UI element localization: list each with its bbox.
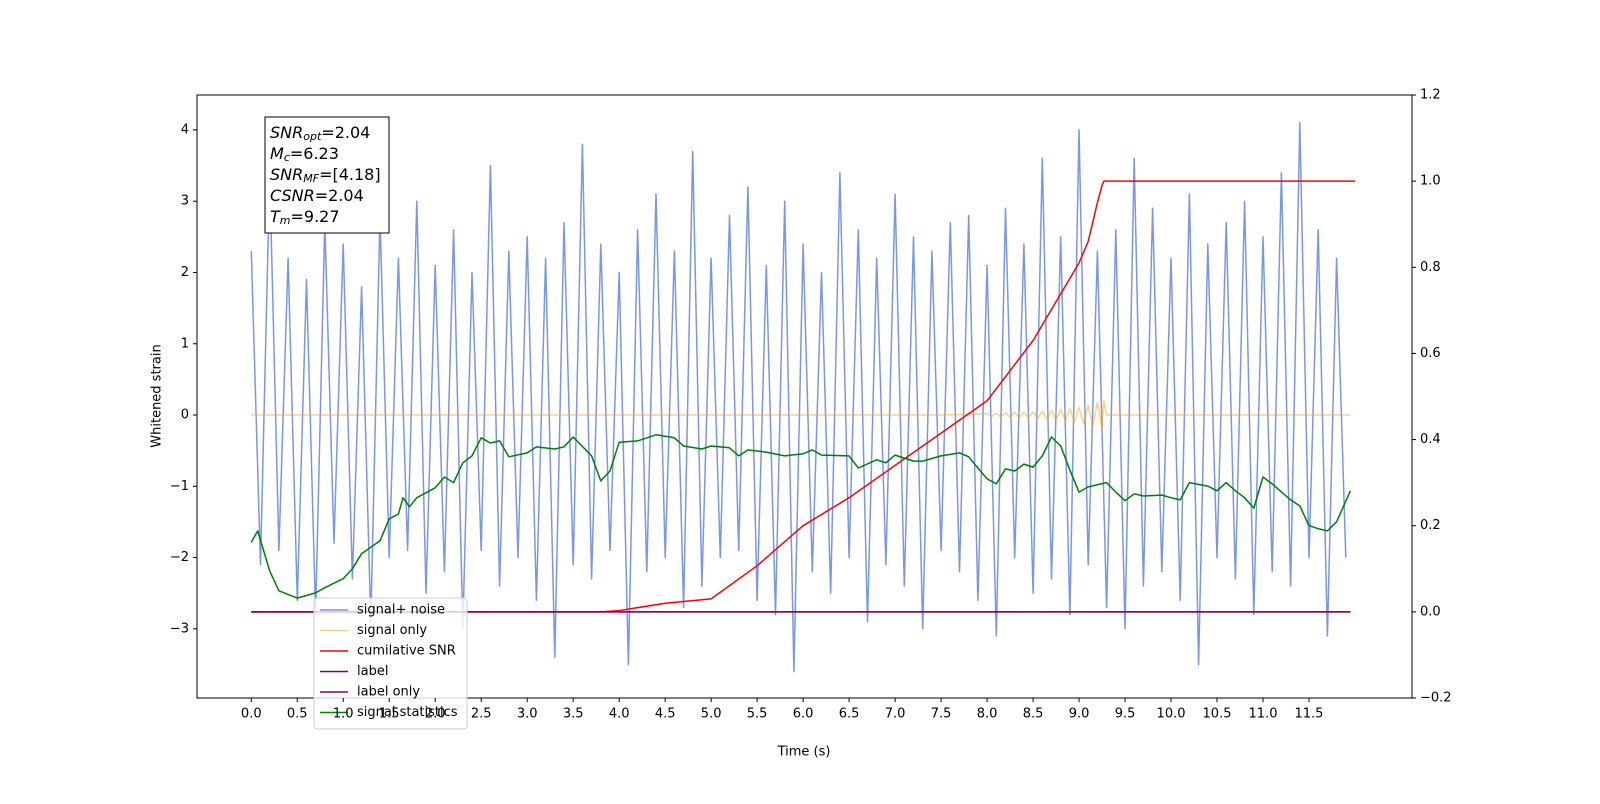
legend-label: signal+ noise bbox=[357, 603, 445, 618]
y-tick-label: −3 bbox=[170, 621, 189, 636]
y-tick-label: 0 bbox=[181, 408, 189, 423]
annotation-symbol: SNR bbox=[270, 123, 303, 142]
annotation-subscript: c bbox=[284, 151, 290, 164]
series-line bbox=[251, 180, 1355, 613]
y-tick-label: 1 bbox=[181, 336, 189, 351]
x-tick-label: 7.5 bbox=[931, 707, 952, 722]
annotation-subscript: m bbox=[280, 214, 291, 227]
annotation-line: CSNR=2.04 bbox=[270, 186, 364, 205]
y-tick-label: 2 bbox=[181, 265, 189, 280]
legend-label: signal statistics bbox=[357, 705, 458, 720]
series-line bbox=[250, 434, 1352, 599]
x-tick-label: 0.0 bbox=[241, 707, 262, 722]
legend-label: cumilative SNR bbox=[357, 644, 456, 659]
annotation-line: SNRopt=2.04 bbox=[270, 123, 370, 144]
x-tick-label: 1.0 bbox=[333, 707, 354, 722]
x-tick-label: 10.5 bbox=[1203, 707, 1232, 722]
x-tick-label: 3.0 bbox=[517, 707, 538, 722]
x-tick-label: 0.5 bbox=[287, 707, 308, 722]
legend: signal+ noise signal only cumilative SNR la… bbox=[313, 597, 468, 730]
y2-tick-label: 0.4 bbox=[1420, 432, 1441, 447]
x-tick-label: 10.0 bbox=[1157, 707, 1186, 722]
x-tick-label: 4.0 bbox=[609, 707, 630, 722]
annotation-subscript: opt bbox=[303, 130, 322, 143]
series-line bbox=[251, 400, 1351, 431]
x-tick-label: 3.5 bbox=[563, 707, 584, 722]
annotation-value: =2.04 bbox=[321, 123, 370, 142]
y2-tick-label: 1.2 bbox=[1420, 88, 1441, 103]
x-tick-label: 2.0 bbox=[425, 707, 446, 722]
x-tick-label: 11.0 bbox=[1249, 707, 1278, 722]
x-tick-label: 6.5 bbox=[839, 707, 860, 722]
annotation-symbol: M bbox=[270, 144, 284, 163]
annotation-value: =2.04 bbox=[315, 186, 364, 205]
y2-tick-label: 0.2 bbox=[1420, 518, 1441, 533]
x-tick-label: 5.0 bbox=[701, 707, 722, 722]
y2-tick-label: 0.6 bbox=[1420, 346, 1441, 361]
annotation-symbol: CSNR bbox=[270, 186, 315, 205]
x-tick-label: 8.0 bbox=[977, 707, 998, 722]
legend-label: label only bbox=[357, 685, 420, 700]
y-tick-label: −2 bbox=[170, 550, 189, 565]
x-tick-label: 9.0 bbox=[1069, 707, 1090, 722]
annotation-subscript: MF bbox=[303, 172, 319, 185]
y2-tick-label: 1.0 bbox=[1420, 174, 1441, 189]
annotation-line: Mc=6.23 bbox=[270, 144, 339, 165]
legend-label: signal only bbox=[357, 623, 427, 638]
x-tick-label: 2.5 bbox=[471, 707, 492, 722]
x-tick-label: 5.5 bbox=[747, 707, 768, 722]
annotation-line: Tm=9.27 bbox=[270, 207, 340, 228]
legend-frame bbox=[313, 597, 468, 730]
y-axis-label: Whitened strain bbox=[150, 344, 165, 447]
annotation-value: =6.23 bbox=[290, 144, 339, 163]
y-tick-label: −1 bbox=[170, 479, 189, 494]
axes-frame bbox=[196, 94, 1413, 699]
annotation-value: =9.27 bbox=[291, 207, 340, 226]
x-tick-label: 4.5 bbox=[655, 707, 676, 722]
x-tick-label: 11.5 bbox=[1295, 707, 1324, 722]
annotation-line: SNRMF=[4.18] bbox=[270, 165, 381, 186]
y2-tick-label: 0.8 bbox=[1420, 260, 1441, 275]
x-tick-label: 7.0 bbox=[885, 707, 906, 722]
x-tick-label: 9.5 bbox=[1115, 707, 1136, 722]
x-tick-label: 6.0 bbox=[793, 707, 814, 722]
y2-tick-label: 0.0 bbox=[1420, 604, 1441, 619]
y2-tick-label: −0.2 bbox=[1420, 691, 1452, 706]
series-line bbox=[250, 122, 1347, 673]
legend-label: label bbox=[357, 664, 388, 679]
y-tick-label: 3 bbox=[181, 194, 189, 209]
x-tick-label: 8.5 bbox=[1023, 707, 1044, 722]
x-axis-label: Time (s) bbox=[777, 745, 831, 760]
annotation-value: =[4.18] bbox=[319, 165, 381, 184]
annotation-frame bbox=[264, 116, 390, 234]
y-tick-label: 4 bbox=[181, 122, 189, 137]
x-tick-label: 1.5 bbox=[379, 707, 400, 722]
annotation-symbol: T bbox=[270, 207, 281, 226]
annotation-box: SNRopt=2.04Mc=6.23SNRMF=[4.18]CSNR=2.04T… bbox=[264, 116, 390, 234]
annotation-symbol: SNR bbox=[270, 165, 303, 184]
